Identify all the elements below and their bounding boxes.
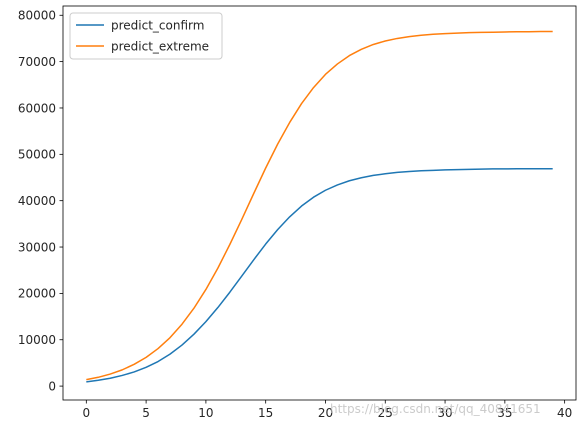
x-tick-label: 10	[198, 406, 213, 420]
series-line-predict_confirm	[86, 167, 553, 383]
y-tick-label: 40000	[18, 194, 56, 208]
x-tick-label: 25	[378, 406, 393, 420]
y-tick-label: 70000	[18, 55, 56, 69]
y-tick-label: 80000	[18, 9, 56, 23]
legend-label: predict_confirm	[111, 18, 204, 32]
watermark-text: https://blog.csdn.net/qq_40841651	[330, 402, 541, 416]
y-tick-label: 10000	[18, 333, 56, 347]
plot-lines	[86, 30, 553, 383]
legend-label: predict_extreme	[111, 39, 209, 53]
axes-frame	[62, 5, 577, 401]
legend: predict_confirm predict_extreme	[69, 12, 223, 60]
x-tick-label: 5	[142, 406, 150, 420]
y-tick-label: 30000	[18, 240, 56, 254]
y-tick-label: 20000	[18, 287, 56, 301]
x-tick-label: 35	[497, 406, 512, 420]
x-tick-label: 0	[82, 406, 90, 420]
x-tick-label: 40	[557, 406, 572, 420]
y-tick-label: 50000	[18, 148, 56, 162]
series-line-predict_extreme	[86, 30, 553, 381]
x-axis-ticks: 0 5 10 15 20 25 30 35 40	[82, 400, 572, 420]
y-axis-ticks: 0 10000 20000 30000 40000 50000 60000 70000 8000…	[18, 9, 63, 393]
x-tick-label: 20	[318, 406, 333, 420]
y-tick-label: 60000	[18, 101, 56, 115]
x-tick-label: 15	[258, 406, 273, 420]
x-tick-label: 30	[437, 406, 452, 420]
legend-box	[69, 12, 223, 60]
y-tick-label: 0	[48, 379, 56, 393]
